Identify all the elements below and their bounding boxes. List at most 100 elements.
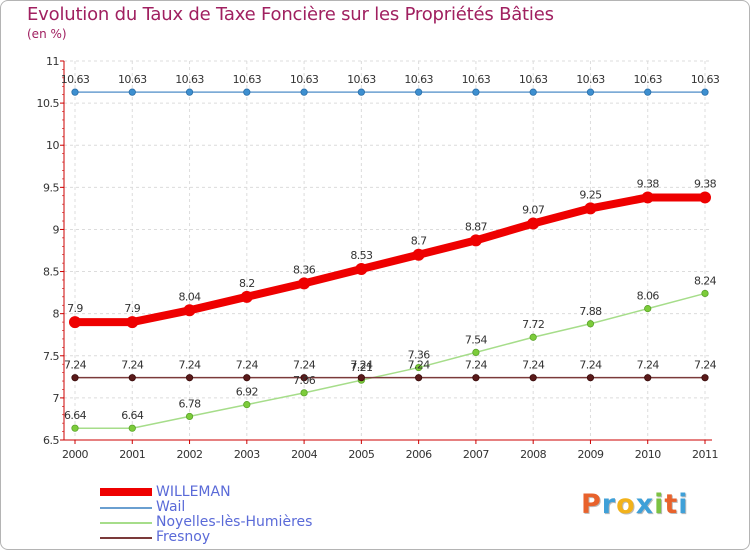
data-point-noyelles — [128, 424, 136, 432]
data-label-willeman: 7.9 — [67, 302, 83, 315]
data-label-noyelles: 7.54 — [465, 333, 488, 346]
data-point-willeman — [355, 263, 368, 276]
data-label-willeman: 8.7 — [411, 235, 427, 248]
data-point-wail — [529, 88, 537, 96]
data-label-wail: 10.63 — [347, 73, 376, 86]
y-tick-label: 11 — [46, 55, 59, 68]
x-tick-label: 2011 — [692, 448, 718, 461]
legend-label-willeman: WILLEMAN — [156, 484, 231, 500]
series-line-willeman — [71, 193, 709, 327]
x-tick-label: 2001 — [119, 448, 145, 461]
data-point-willeman — [527, 217, 540, 230]
series-line-noyelles — [74, 292, 706, 429]
data-label-willeman: 8.2 — [239, 277, 255, 290]
y-tick-label: 8.5 — [43, 266, 59, 279]
logo-letter: r — [601, 489, 617, 520]
data-point-noyelles — [415, 363, 423, 372]
y-tick-label: 8 — [53, 308, 60, 321]
x-tick-label: 2009 — [577, 448, 603, 461]
data-point-willeman — [240, 290, 253, 303]
data-point-fresnoy — [529, 374, 537, 382]
data-point-wail — [644, 88, 652, 96]
y-tick-label: 10.5 — [37, 97, 60, 110]
data-label-fresnoy: 7.24 — [408, 359, 431, 372]
legend-label-wail: Wail — [156, 499, 186, 515]
data-point-willeman — [584, 202, 597, 215]
legend-label-fresnoy: Fresnoy — [156, 529, 211, 545]
data-point-willeman — [183, 304, 196, 317]
data-label-wail: 10.63 — [576, 73, 605, 86]
logo-letter: o — [616, 489, 636, 520]
data-point-willeman — [412, 248, 425, 261]
data-label-wail: 10.63 — [519, 73, 548, 86]
data-point-willeman — [699, 191, 711, 204]
data-point-fresnoy — [415, 374, 423, 382]
proxiti-logo: Proxiti — [581, 489, 689, 520]
x-tick-label: 2005 — [348, 448, 374, 461]
data-point-wail — [586, 88, 595, 96]
x-tick-label: 2007 — [463, 448, 489, 461]
data-label-noyelles: 6.64 — [64, 409, 87, 422]
data-point-fresnoy — [71, 374, 79, 382]
data-label-wail: 10.63 — [118, 73, 147, 86]
data-label-wail: 10.63 — [175, 73, 204, 86]
data-label-willeman: 8.36 — [293, 263, 316, 276]
data-point-willeman — [126, 316, 139, 329]
plot-area — [64, 61, 712, 440]
data-point-wail — [357, 88, 365, 96]
logo-letter: i — [654, 489, 665, 520]
data-point-fresnoy — [357, 374, 365, 382]
data-point-noyelles — [644, 305, 652, 313]
data-label-fresnoy: 7.24 — [236, 359, 259, 372]
data-point-wail — [472, 88, 480, 96]
x-tick-label: 2006 — [406, 448, 432, 461]
x-tick-label: 2002 — [177, 448, 203, 461]
data-label-fresnoy: 7.24 — [293, 359, 316, 372]
data-point-fresnoy — [472, 374, 480, 382]
data-label-noyelles: 7.72 — [522, 318, 544, 331]
data-label-wail: 10.63 — [633, 73, 662, 86]
data-label-fresnoy: 7.24 — [350, 359, 373, 372]
data-point-wail — [71, 88, 79, 96]
data-label-wail: 10.63 — [61, 73, 90, 86]
data-label-fresnoy: 7.24 — [637, 359, 660, 372]
data-point-noyelles — [586, 320, 595, 328]
x-tick-label: 2004 — [291, 448, 317, 461]
data-point-noyelles — [185, 412, 194, 421]
data-label-fresnoy: 7.24 — [579, 359, 602, 372]
y-tick-label: 9 — [53, 223, 60, 236]
data-point-willeman — [69, 316, 81, 329]
data-point-fresnoy — [300, 374, 308, 382]
data-point-noyelles — [472, 348, 480, 357]
y-tick-label: 6.5 — [43, 434, 59, 447]
data-label-noyelles: 6.92 — [236, 386, 258, 399]
data-label-fresnoy: 7.24 — [121, 359, 144, 372]
data-point-fresnoy — [243, 374, 251, 382]
data-label-noyelles: 6.78 — [178, 397, 201, 410]
x-tick-label: 2000 — [62, 448, 88, 461]
data-point-wail — [300, 88, 308, 96]
data-point-fresnoy — [644, 374, 652, 382]
data-label-willeman: 9.38 — [694, 177, 717, 190]
data-label-noyelles: 8.24 — [694, 274, 717, 287]
chart-unit-label: (en %) — [27, 27, 67, 41]
data-point-wail — [415, 88, 423, 96]
data-label-wail: 10.63 — [691, 73, 720, 86]
data-label-fresnoy: 7.24 — [64, 359, 87, 372]
data-label-wail: 10.63 — [404, 73, 433, 86]
data-label-noyelles: 7.21 — [350, 361, 372, 374]
data-label-willeman: 9.38 — [637, 177, 660, 190]
data-label-noyelles: 8.06 — [637, 290, 660, 303]
data-point-noyelles — [300, 389, 308, 397]
y-tick-label: 7.5 — [43, 350, 59, 363]
data-point-wail — [185, 88, 194, 96]
data-point-noyelles — [71, 424, 79, 432]
chart-title: Evolution du Taux de Taxe Foncière sur l… — [27, 4, 554, 25]
legend-label-noyelles: Noyelles-lès-Humières — [156, 514, 313, 530]
data-point-noyelles — [243, 401, 251, 409]
legend-swatch-willeman — [100, 488, 152, 496]
legend-swatch-fresnoy — [100, 537, 152, 539]
x-tick-label: 2003 — [234, 448, 260, 461]
y-tick-label: 7 — [53, 392, 60, 405]
